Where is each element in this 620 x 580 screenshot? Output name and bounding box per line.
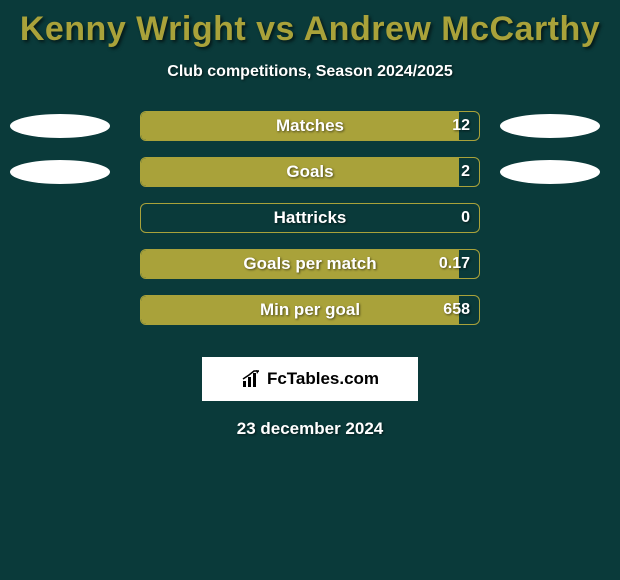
player-right-marker	[500, 160, 600, 184]
comparison-chart: Matches12Goals2Hattricks0Goals per match…	[0, 111, 620, 341]
footer-date: 23 december 2024	[0, 419, 620, 439]
bar-track	[140, 203, 480, 233]
player-left-marker	[10, 160, 110, 184]
page-title: Kenny Wright vs Andrew McCarthy	[0, 0, 620, 49]
stat-row: Goals2	[0, 157, 620, 203]
brand-badge: FcTables.com	[202, 357, 418, 401]
stat-row: Goals per match0.17	[0, 249, 620, 295]
chart-icon	[241, 369, 261, 389]
brand-text: FcTables.com	[267, 369, 379, 389]
bar-track	[140, 111, 480, 141]
player-right-marker	[500, 114, 600, 138]
page-subtitle: Club competitions, Season 2024/2025	[0, 63, 620, 81]
player-left-marker	[10, 114, 110, 138]
bar-track	[140, 249, 480, 279]
stat-row: Matches12	[0, 111, 620, 157]
bar-fill	[141, 250, 459, 278]
bar-track	[140, 157, 480, 187]
bar-fill	[141, 158, 459, 186]
bar-fill	[141, 112, 459, 140]
stat-row: Min per goal658	[0, 295, 620, 341]
stat-row: Hattricks0	[0, 203, 620, 249]
bar-fill	[141, 296, 459, 324]
bar-track	[140, 295, 480, 325]
